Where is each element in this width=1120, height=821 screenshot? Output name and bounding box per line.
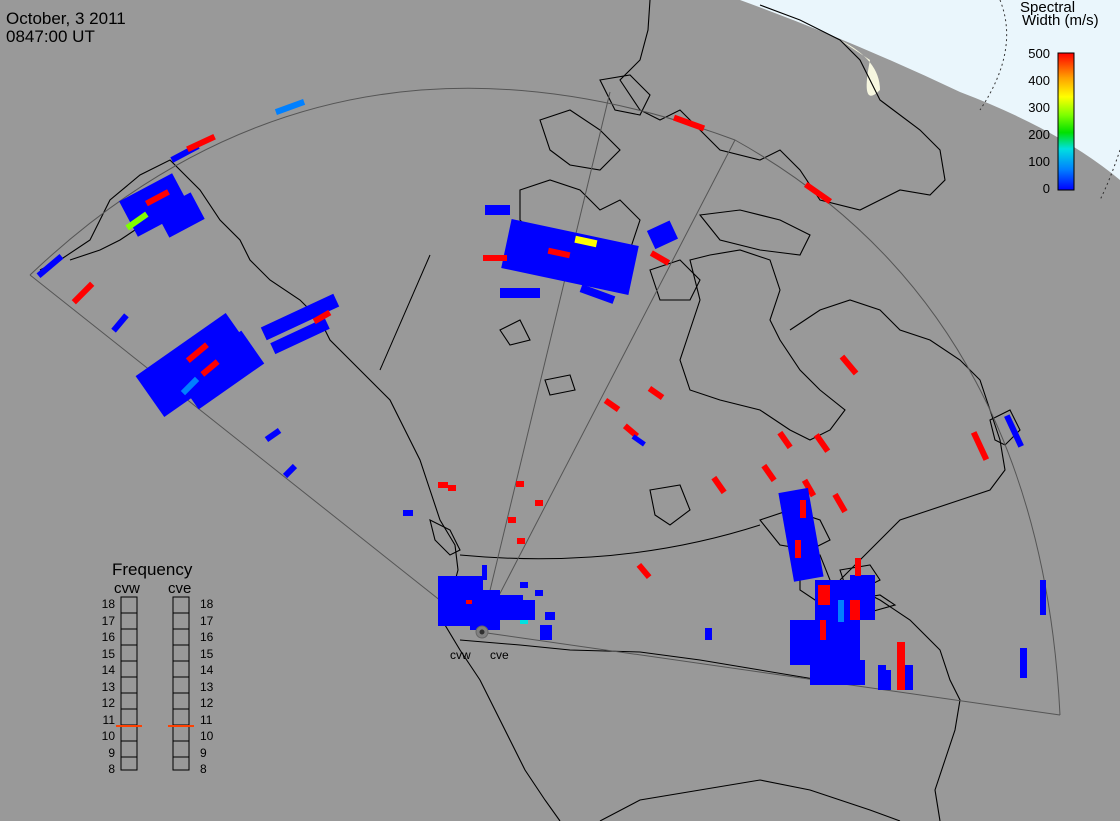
freq-scale-label: 10 (101, 729, 115, 743)
freq-scale-label: 12 (101, 696, 115, 710)
colorbar (1057, 52, 1075, 191)
radar-label-cve: cve (490, 648, 509, 662)
freq-scale-label: 14 (101, 663, 115, 677)
freq-scale-label: 11 (102, 712, 115, 727)
freq-scale-label: 9 (200, 745, 207, 760)
freq-scale-label: 11 (200, 712, 213, 727)
freq-scale-label: 15 (200, 646, 214, 661)
title-time: 0847:00 UT (6, 27, 95, 46)
frequency-title: Frequency (112, 560, 193, 579)
freq-scale-label: 16 (101, 630, 115, 644)
colorbar-tick: 100 (1028, 154, 1050, 169)
freq-column-cve: cve (168, 580, 192, 597)
freq-scale-label: 13 (200, 679, 214, 694)
frequency-boxes (116, 596, 194, 771)
freq-scale-label: 14 (200, 663, 214, 677)
scatter-data (36, 99, 1046, 690)
radar-label-cvw: cvw (450, 648, 471, 662)
freq-scale-label: 10 (200, 729, 214, 743)
freq-scale-label: 18 (101, 597, 115, 611)
polar-region (740, 0, 1120, 201)
colorbar-tick: 400 (1028, 73, 1050, 88)
title-date: October, 3 2011 (6, 9, 126, 28)
freq-scale-label: 16 (200, 630, 214, 644)
freq-scale-label: 8 (200, 762, 207, 776)
freq-scale-label: 17 (200, 613, 214, 628)
colorbar-title-line1: Spectral (1020, 0, 1076, 16)
freq-scale-label: 17 (101, 613, 115, 628)
colorbar-tick: 300 (1028, 100, 1050, 115)
freq-scale-label: 15 (101, 646, 115, 661)
freq-scale-label: 8 (108, 762, 115, 776)
colorbar-tick: 200 (1028, 127, 1050, 142)
freq-scale-label: 9 (108, 745, 115, 760)
colorbar-tick: 0 (1042, 181, 1050, 196)
radar-sites (475, 625, 489, 639)
freq-scale-label: 13 (101, 679, 115, 694)
radar-fov-outlines (29, 87, 1061, 716)
colorbar-title-line2: Width (m/s) (1022, 12, 1099, 29)
freq-scale-label: 18 (200, 597, 214, 611)
colorbar-tick: 500 (1028, 46, 1050, 61)
freq-scale-label: 12 (200, 696, 214, 710)
freq-column-cvw: cvw (114, 580, 140, 597)
